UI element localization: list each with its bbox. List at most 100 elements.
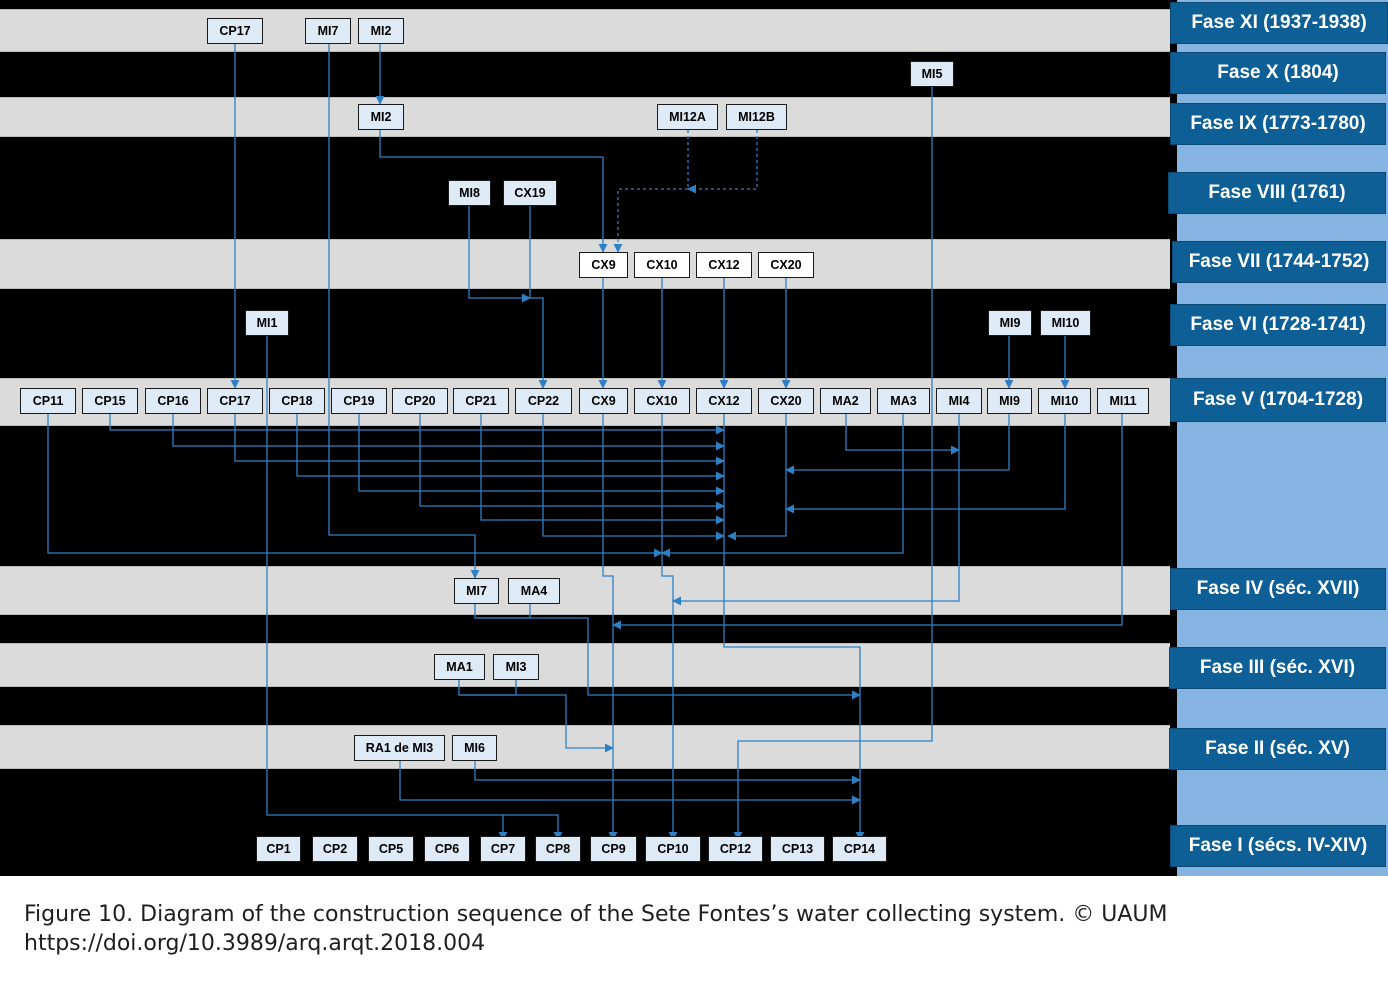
- node-mi2-xi: MI2: [358, 18, 404, 44]
- node-mi7-xi: MI7: [305, 18, 351, 44]
- node-cx12-v: CX12: [696, 388, 752, 414]
- node-mi4-v: MI4: [936, 388, 982, 414]
- node-mi8-viii: MI8: [448, 180, 491, 206]
- arrow-cx20-to-cx12: [727, 413, 787, 541]
- node-ma1-iii: MA1: [434, 654, 485, 680]
- arrow-cp18-to-cx12: [296, 413, 725, 481]
- arrow-mi5-to-cp12: [733, 86, 933, 841]
- arrow-cp19-to-cx12: [358, 413, 725, 496]
- node-cp10-i: CP10: [645, 836, 701, 862]
- node-mi6-ii: MI6: [452, 735, 497, 761]
- arrow-mi10-to-cx20: [785, 413, 1066, 514]
- phase-label-iii: Fase III (séc. XVI): [1169, 647, 1386, 689]
- arrow-cp17-to-cx12: [234, 413, 725, 466]
- node-cx10-vii: CX10: [634, 252, 690, 278]
- arrow-mi11-to-cx9: [612, 413, 1123, 630]
- band-fase-ix: [0, 97, 1170, 137]
- node-cp7-i: CP7: [480, 836, 526, 862]
- node-cp11-v: CP11: [20, 388, 76, 414]
- node-mi12a-ix: MI12A: [657, 104, 718, 130]
- band-fase-iv: [0, 566, 1170, 615]
- node-cp22-v: CP22: [515, 388, 572, 414]
- arrow-mi12b-dashed: [687, 130, 758, 194]
- node-cp6-i: CP6: [424, 836, 470, 862]
- node-cp1-i: CP1: [256, 836, 301, 862]
- node-ma4-iv: MA4: [508, 578, 560, 604]
- node-mi5-x: MI5: [910, 61, 954, 87]
- node-cp20-v: CP20: [392, 388, 448, 414]
- node-cp8-i: CP8: [535, 836, 581, 862]
- node-mi9-v: MI9: [987, 388, 1032, 414]
- arrow-cp15-to-cx12: [109, 413, 725, 435]
- node-cx9-v: CX9: [579, 388, 628, 414]
- arrow-cp21-to-cx12: [480, 413, 725, 525]
- phase-label-ix: Fase IX (1773-1780): [1170, 103, 1386, 145]
- node-cp13-i: CP13: [770, 836, 825, 862]
- phase-label-viii: Fase VIII (1761): [1168, 172, 1386, 214]
- arrow-mi7-xi-to-mi7-iv: [328, 44, 480, 579]
- arrow-mi2-ix-to-cx9: [379, 130, 608, 253]
- node-mi12b-ix: MI12B: [726, 104, 787, 130]
- connector-lines: [47, 44, 1123, 841]
- band-fase-xi: [0, 9, 1170, 52]
- node-mi2-ix: MI2: [358, 104, 404, 130]
- phase-label-i: Fase I (sécs. IV-XIV): [1170, 825, 1386, 867]
- phase-label-x: Fase X (1804): [1170, 52, 1386, 94]
- node-cp17-xi: CP17: [207, 18, 263, 44]
- arrow-cx12-to-cp14: [723, 413, 865, 841]
- arrow-mi4-to-cx10: [672, 413, 960, 606]
- node-mi9-vi: MI9: [988, 310, 1032, 336]
- phase-label-vi: Fase VI (1728-1741): [1170, 304, 1386, 346]
- node-ma2-v: MA2: [820, 388, 871, 414]
- node-cx12-vii: CX12: [696, 252, 752, 278]
- node-cp19-v: CP19: [331, 388, 387, 414]
- band-fase-ii: [0, 725, 1170, 769]
- node-mi3-iii: MI3: [493, 654, 539, 680]
- arrow-cx19-to-cp22: [529, 206, 548, 389]
- node-cp15-v: CP15: [82, 388, 138, 414]
- band-fase-iii: [0, 643, 1170, 687]
- node-cp5-i: CP5: [368, 836, 414, 862]
- arrow-ra1-to-cp14: [399, 761, 861, 805]
- node-cp18-v: CP18: [269, 388, 325, 414]
- arrow-ma1-to-cp9: [458, 680, 614, 753]
- phase-label-v: Fase V (1704-1728): [1170, 378, 1386, 422]
- arrow-ma4-to-mi7: [475, 604, 531, 619]
- node-ma3-v: MA3: [877, 388, 930, 414]
- node-cx20-v: CX20: [758, 388, 814, 414]
- caption-text: Figure 10. Diagram of the construction s…: [24, 902, 1168, 927]
- arrow-mi6-to-cp14: [474, 761, 861, 785]
- node-mi10-v: MI10: [1038, 388, 1091, 414]
- arrow-cp22-to-cx12: [542, 413, 725, 541]
- phase-label-ii: Fase II (séc. XV): [1169, 728, 1386, 770]
- arrow-mi3-to-ma1: [459, 680, 517, 696]
- node-mi1-vi: MI1: [245, 310, 289, 336]
- node-cp14-i: CP14: [832, 836, 887, 862]
- arrow-mi1-to-cp8: [266, 335, 563, 841]
- arrow-ma3-to-cx10: [661, 413, 904, 558]
- arrow-cp20-to-cx12: [419, 413, 725, 511]
- node-cp17-v: CP17: [207, 388, 263, 414]
- node-ra1-de-mi3-ii: RA1 de MI3: [354, 735, 445, 761]
- node-cp9-i: CP9: [590, 836, 637, 862]
- figure-caption: Figure 10. Diagram of the construction s…: [24, 900, 1364, 958]
- node-cx9-vii: CX9: [579, 252, 628, 278]
- arrow-cp16-to-cx12: [172, 413, 725, 451]
- node-cx20-vii: CX20: [758, 252, 814, 278]
- node-mi11-v: MI11: [1097, 388, 1149, 414]
- arrow-ma2-to-mi4: [845, 413, 960, 455]
- arrow-mi12-to-cx9-dashed: [613, 188, 688, 253]
- arrow-mi8-to-cx19: [468, 206, 531, 303]
- node-mi10-vi: MI10: [1040, 310, 1091, 336]
- node-cp2-i: CP2: [312, 836, 358, 862]
- phase-label-iv: Fase IV (séc. XVII): [1170, 568, 1386, 610]
- arrow-mi7-to-cp14: [474, 604, 861, 700]
- arrow-mi9-to-cx20: [785, 413, 1010, 475]
- node-cp16-v: CP16: [145, 388, 201, 414]
- node-cx19-viii: CX19: [503, 180, 557, 206]
- node-cp21-v: CP21: [453, 388, 509, 414]
- caption-doi-link[interactable]: https://doi.org/10.3989/arq.arqt.2018.00…: [24, 931, 486, 956]
- node-mi7-iv: MI7: [454, 578, 499, 604]
- phase-label-xi: Fase XI (1937-1938): [1170, 2, 1388, 44]
- node-cx10-v: CX10: [634, 388, 690, 414]
